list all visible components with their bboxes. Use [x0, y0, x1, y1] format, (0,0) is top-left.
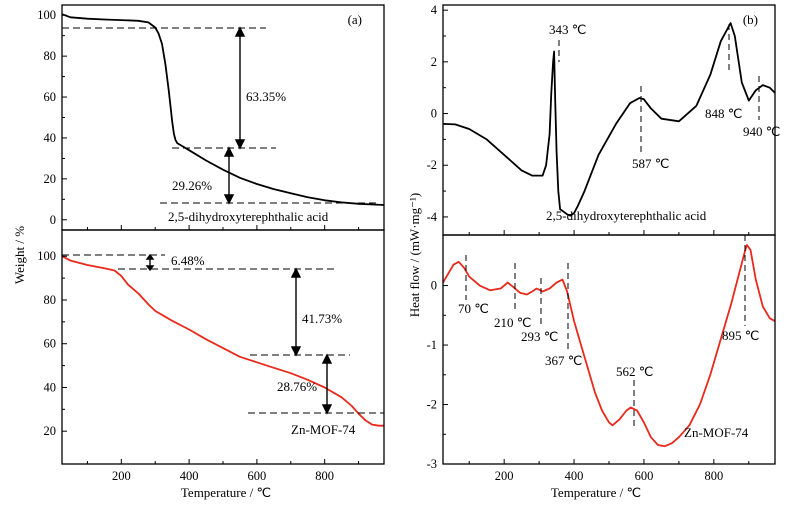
dsc-mof-x-tick-label: 200: [495, 469, 514, 483]
tga-mof-guides: [62, 254, 384, 414]
tga-ligand-series-line-0: [61, 13, 385, 206]
tga-mof-y-tick-label: 20: [44, 424, 57, 438]
dsc-ligand-peak-343: 343 ℃: [549, 22, 586, 37]
tga-ligand-arrows: [223, 26, 246, 205]
dsc-ligand-peak-848: 848 ℃: [705, 106, 742, 121]
dsc-ligand-plot: -4 -2 0 2 4: [427, 3, 776, 236]
tga-mof-loss-2: 41.73%: [302, 311, 342, 326]
dsc-ligand-peak-940: 940 ℃: [743, 124, 780, 139]
y-axis-title-weight: Weight / %: [12, 226, 27, 284]
dsc-mof-plot: -3 -2 -1 0 200 400 600 800: [427, 234, 776, 483]
dsc-ligand-y-tick-label: -4: [427, 210, 438, 224]
tga-ligand-y-tick-label: 20: [44, 172, 57, 186]
tga-ligand-frame: [61, 4, 385, 231]
tga-mof-y-tick-label: 60: [44, 337, 57, 351]
dsc-mof-peak-895: 895 ℃: [722, 328, 759, 343]
dsc-mof-peak-210: 210 ℃: [494, 315, 531, 330]
dsc-ligand-y-tick-label: 4: [431, 3, 438, 17]
x-axis-title-left: Temperature / ℃: [181, 485, 271, 500]
y-axis-title-heat-flow: Heat flow / (mW·mg⁻¹): [407, 193, 422, 317]
dsc-mof-y-tick-label: -1: [427, 338, 437, 352]
tga-ligand-plot: 0 20 40 60 80 100: [37, 4, 385, 231]
dsc-ligand-peak-guides: [558, 24, 760, 152]
tga-mof-x-tick-label: 400: [180, 469, 199, 483]
panel-label-b: (b): [743, 12, 758, 27]
dsc-mof-x-tick-label: 800: [704, 469, 723, 483]
dsc-mof-y-tick-label: 0: [431, 279, 437, 293]
dsc-mof-series-line-0: [442, 244, 776, 448]
tga-mof-y-tick-label: 100: [37, 249, 56, 263]
tga-mof-loss-3: 28.76%: [277, 379, 317, 394]
dsc-ligand-peak-587: 587 ℃: [632, 156, 669, 171]
tga-ligand-y-tick-label: 60: [44, 90, 57, 104]
tga-mof-plot: 20 40 60 80 100 200 400 600 800: [37, 229, 385, 483]
dsc-mof-peak-562: 562 ℃: [616, 364, 653, 379]
dsc-mof-peak-guides: [465, 235, 746, 428]
tga-mof-y-tick-label: 80: [44, 293, 57, 307]
tga-mof-series-line-0: [61, 255, 384, 427]
dsc-mof-x-tick-label: 600: [635, 469, 654, 483]
dsc-mof-y-tick-label: -2: [427, 398, 437, 412]
series-label-tga-mof: Zn-MOF-74: [291, 422, 356, 437]
tga-mof-x-tick-label: 200: [112, 469, 131, 483]
dsc-mof-peak-70: 70 ℃: [458, 301, 489, 316]
tga-mof-y-tick-label: 40: [44, 380, 57, 394]
panel-label-a: (a): [348, 12, 362, 27]
dsc-ligand-y-tick-label: -2: [427, 158, 437, 172]
dsc-mof-peak-293: 293 ℃: [521, 329, 558, 344]
dsc-ligand-y-tick-label: 0: [431, 107, 437, 121]
dsc-mof-peak-367: 367 ℃: [545, 353, 582, 368]
tga-ligand-y-tick-label: 100: [37, 8, 56, 22]
tga-ligand-loss-2: 29.26%: [172, 178, 212, 193]
tga-mof-x-tick-label: 600: [248, 469, 267, 483]
series-label-tga-ligand: 2,5-dihydroxyterephthalic acid: [168, 209, 329, 224]
tga-ligand-loss-1: 63.35%: [246, 89, 286, 104]
dsc-ligand-y-tick-label: 2: [431, 55, 437, 69]
tga-mof-loss-1: 6.48%: [171, 253, 205, 268]
series-label-dsc-mof: Zn-MOF-74: [684, 425, 749, 440]
tga-ligand-guides: [62, 27, 380, 204]
tga-ligand-y-tick-label: 40: [44, 131, 57, 145]
tga-mof-x-tick-label: 800: [315, 469, 334, 483]
dsc-ligand-series-line-0: [442, 22, 776, 217]
tga-ligand-y-tick-label: 80: [44, 49, 57, 63]
series-label-dsc-ligand: 2,5-dihydroxyterephthalic acid: [546, 208, 707, 223]
x-axis-title-right: Temperature / ℃: [551, 485, 641, 500]
tga-mof-arrows: [145, 253, 333, 415]
dsc-mof-x-tick-label: 400: [565, 469, 584, 483]
tga-ligand-y-tick-label: 0: [50, 213, 56, 227]
dsc-mof-y-tick-label: -3: [427, 457, 437, 471]
